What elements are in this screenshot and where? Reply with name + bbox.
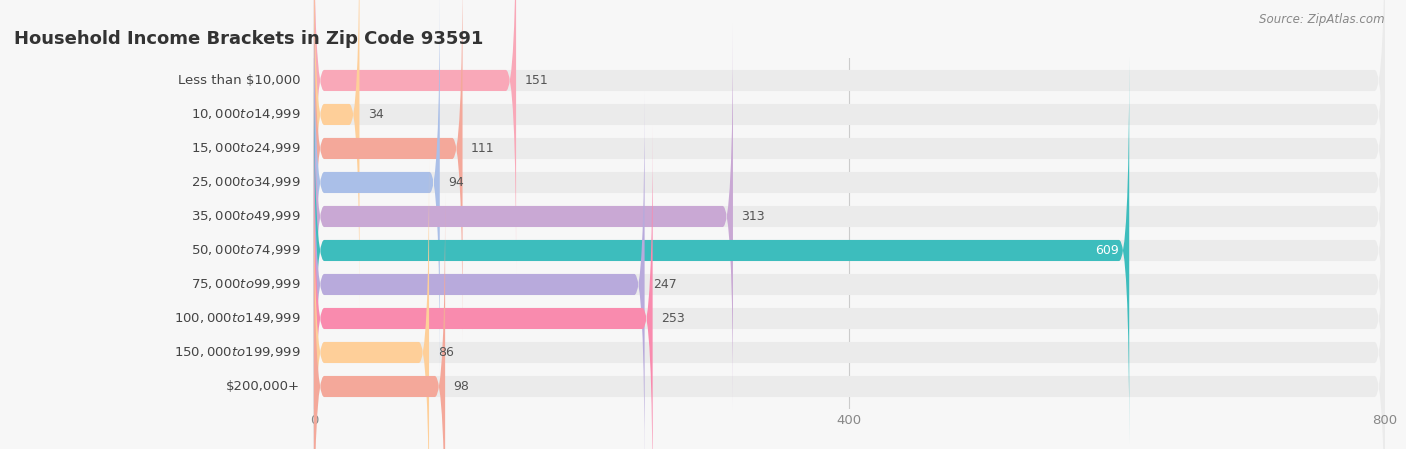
FancyBboxPatch shape xyxy=(314,0,440,376)
FancyBboxPatch shape xyxy=(314,91,644,449)
Text: 609: 609 xyxy=(1095,244,1119,257)
FancyBboxPatch shape xyxy=(314,125,652,449)
Text: 313: 313 xyxy=(741,210,765,223)
Text: 247: 247 xyxy=(654,278,676,291)
Text: 111: 111 xyxy=(471,142,495,155)
FancyBboxPatch shape xyxy=(314,0,1385,342)
Text: Less than $10,000: Less than $10,000 xyxy=(177,74,301,87)
FancyBboxPatch shape xyxy=(314,57,1129,444)
FancyBboxPatch shape xyxy=(314,0,1385,308)
Text: 34: 34 xyxy=(368,108,384,121)
FancyBboxPatch shape xyxy=(314,159,429,449)
FancyBboxPatch shape xyxy=(314,125,1385,449)
FancyBboxPatch shape xyxy=(314,0,463,342)
Text: 98: 98 xyxy=(454,380,470,393)
Text: $200,000+: $200,000+ xyxy=(226,380,301,393)
Text: $100,000 to $149,999: $100,000 to $149,999 xyxy=(174,312,301,326)
FancyBboxPatch shape xyxy=(314,0,1385,376)
FancyBboxPatch shape xyxy=(314,57,1385,444)
FancyBboxPatch shape xyxy=(314,91,1385,449)
Text: $25,000 to $34,999: $25,000 to $34,999 xyxy=(191,176,301,189)
Text: 151: 151 xyxy=(524,74,548,87)
Text: Household Income Brackets in Zip Code 93591: Household Income Brackets in Zip Code 93… xyxy=(14,31,484,48)
FancyBboxPatch shape xyxy=(314,0,516,274)
Text: $35,000 to $49,999: $35,000 to $49,999 xyxy=(191,210,301,224)
Text: Source: ZipAtlas.com: Source: ZipAtlas.com xyxy=(1260,13,1385,26)
FancyBboxPatch shape xyxy=(314,0,360,308)
Text: $50,000 to $74,999: $50,000 to $74,999 xyxy=(191,243,301,257)
FancyBboxPatch shape xyxy=(314,23,733,410)
FancyBboxPatch shape xyxy=(314,23,1385,410)
Text: 253: 253 xyxy=(661,312,685,325)
FancyBboxPatch shape xyxy=(314,193,446,449)
Text: $15,000 to $24,999: $15,000 to $24,999 xyxy=(191,141,301,155)
Text: 94: 94 xyxy=(449,176,464,189)
FancyBboxPatch shape xyxy=(314,159,1385,449)
FancyBboxPatch shape xyxy=(314,193,1385,449)
Text: $10,000 to $14,999: $10,000 to $14,999 xyxy=(191,107,301,122)
FancyBboxPatch shape xyxy=(314,0,1385,274)
Text: $75,000 to $99,999: $75,000 to $99,999 xyxy=(191,277,301,291)
Text: $150,000 to $199,999: $150,000 to $199,999 xyxy=(174,345,301,360)
Text: 86: 86 xyxy=(437,346,454,359)
